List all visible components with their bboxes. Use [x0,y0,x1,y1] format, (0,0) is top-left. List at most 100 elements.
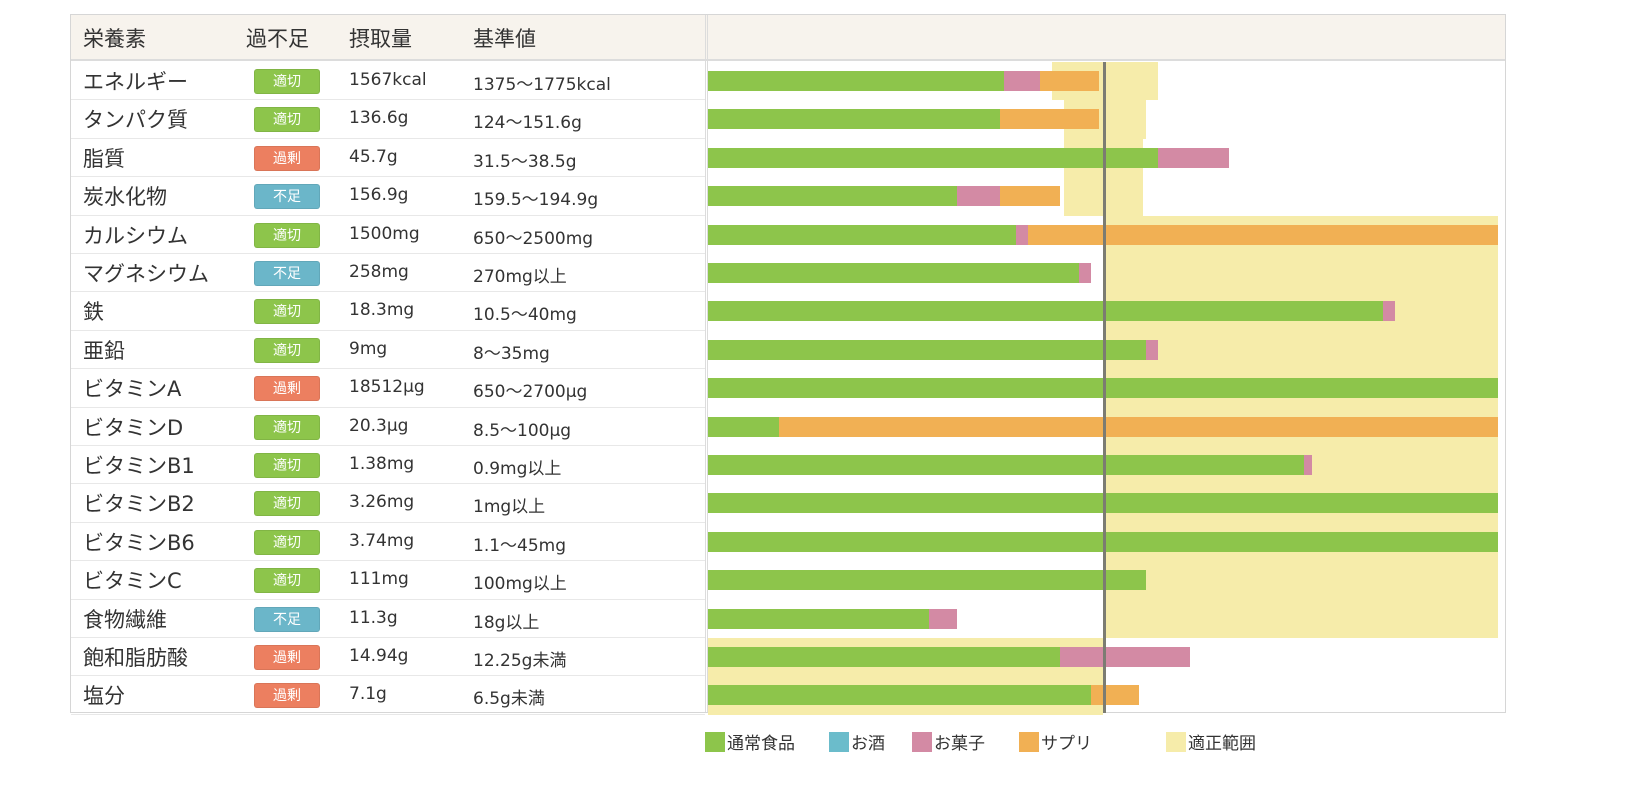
status-badge: 適切 [254,222,320,248]
status-badge: 不足 [254,606,320,632]
reference-value: 0.9mg以上 [473,459,562,479]
intake-value: 45.7g [349,146,398,167]
table-header: 栄養素 過不足 摂取量 基準値 [71,15,1505,61]
reference-value: 1375～1775kcal [473,75,611,95]
stacked-bar [708,608,957,629]
stacked-bar [708,109,1100,130]
table-row: 飽和脂肪酸 過剰 14.94g 12.25g未満 [71,638,705,677]
stacked-bar [708,455,1313,475]
legend-swatch-blue [829,731,849,752]
table-row: ビタミンB6 適切 3.74mg 1.1～45mg [71,523,705,562]
header-reference: 基準値 [473,27,536,51]
nutrient-name: ビタミンB6 [83,530,195,555]
reference-value: 650～2700μg [473,382,588,403]
legend-snacks: お菓子 [912,729,985,754]
status-badge: 不足 [254,261,320,286]
nutrient-table: 栄養素 過不足 摂取量 基準値 エネルギー 適切 1567kcal 1375～1775… [70,14,1506,715]
nutrient-name: 亜鉛 [83,338,125,363]
stacked-bar [708,224,1498,245]
bar-segment [779,416,1498,437]
intake-value: 20.3μg [349,415,409,436]
stacked-bar [708,416,1498,437]
bar-segment [708,647,1060,667]
legend-alcohol: お酒 [829,729,885,754]
stacked-bar [708,147,1230,168]
stacked-bar [708,570,1147,591]
intake-value: 156.9g [349,185,409,206]
nutrient-name: タンパク質 [83,108,188,133]
table-row: 鉄 適切 18.3mg 10.5～40mg [71,292,705,331]
reference-value: 8～35mg [473,343,550,364]
bar-segment [1004,71,1040,91]
bar-segment [1059,647,1190,667]
legend-appropriate-range: 適正範囲 [1166,729,1256,754]
nutrient-name: 塩分 [83,684,125,709]
legend-label: サプリ [1041,734,1092,754]
status-badge: 過剰 [254,683,320,709]
status-badge: 適切 [254,568,320,594]
table-row: ビタミンB2 適切 3.26mg 1mg以上 [71,484,705,523]
intake-value: 1567kcal [349,70,427,90]
range-band [1103,254,1498,293]
reference-value: 12.25g未満 [473,651,567,671]
intake-value: 18512μg [349,377,425,398]
intake-value: 1500mg [349,223,420,244]
bar-segment [708,224,1017,245]
legend-swatch-pink [912,731,932,752]
status-badge: 適切 [254,69,320,94]
status-badge: 適切 [254,107,320,133]
bar-segment [708,301,1384,322]
reference-value: 6.5g未満 [473,689,545,710]
nutrient-name: 鉄 [83,300,104,325]
bar-segment [1016,224,1028,245]
column-divider [705,15,708,712]
table-row: 脂質 過剰 45.7g 31.5～38.5g [71,139,705,178]
reference-value: 1.1～45mg [473,535,567,556]
bar-segment [929,608,957,629]
status-badge: 過剰 [254,645,320,670]
reference-value: 124～151.6g [473,113,582,134]
bar-segment [1146,339,1159,360]
intake-value: 11.3g [349,607,398,628]
legend-supplement: サプリ [1019,729,1092,754]
intake-value: 18.3mg [349,300,415,321]
status-badge: 過剰 [254,376,320,402]
stacked-bar [708,685,1139,706]
legend-label: お菓子 [934,734,985,754]
status-badge: 適切 [254,491,320,517]
bar-segment [1091,685,1139,706]
intake-value: 3.26mg [349,492,415,513]
reference-value: 10.5～40mg [473,305,577,326]
bar-segment [708,339,1147,360]
intake-value: 9mg [349,338,388,359]
bar-segment [708,416,780,437]
reference-value: 18g以上 [473,612,540,633]
intake-value: 7.1g [349,684,387,705]
status-badge: 適切 [254,299,320,325]
table-row: ビタミンA 過剰 18512μg 650～2700μg [71,369,705,408]
nutrient-name: 脂質 [83,146,125,171]
bar-segment [1079,263,1092,283]
intake-value: 3.74mg [349,530,415,551]
bar-segment [1027,224,1498,245]
stacked-bar [708,647,1190,667]
range-band [1103,599,1498,638]
table-row: ビタミンC 適切 111mg 100mg以上 [71,561,705,600]
table-row: カルシウム 適切 1500mg 650～2500mg [71,216,705,254]
nutrient-name: ビタミンA [83,377,182,402]
legend-swatch-orange [1019,731,1039,752]
bar-segment [1000,186,1060,207]
range-band [1103,330,1498,370]
status-badge: 適切 [254,453,320,478]
nutrient-name: エネルギー [83,70,188,94]
intake-value: 111mg [349,569,409,590]
bar-segment [708,186,957,207]
bar-segment [708,608,930,629]
legend-swatch-yellow [1166,731,1186,752]
header-nutrient: 栄養素 [83,27,146,51]
nutrient-name: マグネシウム [83,262,209,286]
range-band [1103,561,1498,600]
reference-value: 650～2500mg [473,228,594,249]
status-badge: 適切 [254,337,320,363]
legend-label: 適正範囲 [1188,734,1256,754]
